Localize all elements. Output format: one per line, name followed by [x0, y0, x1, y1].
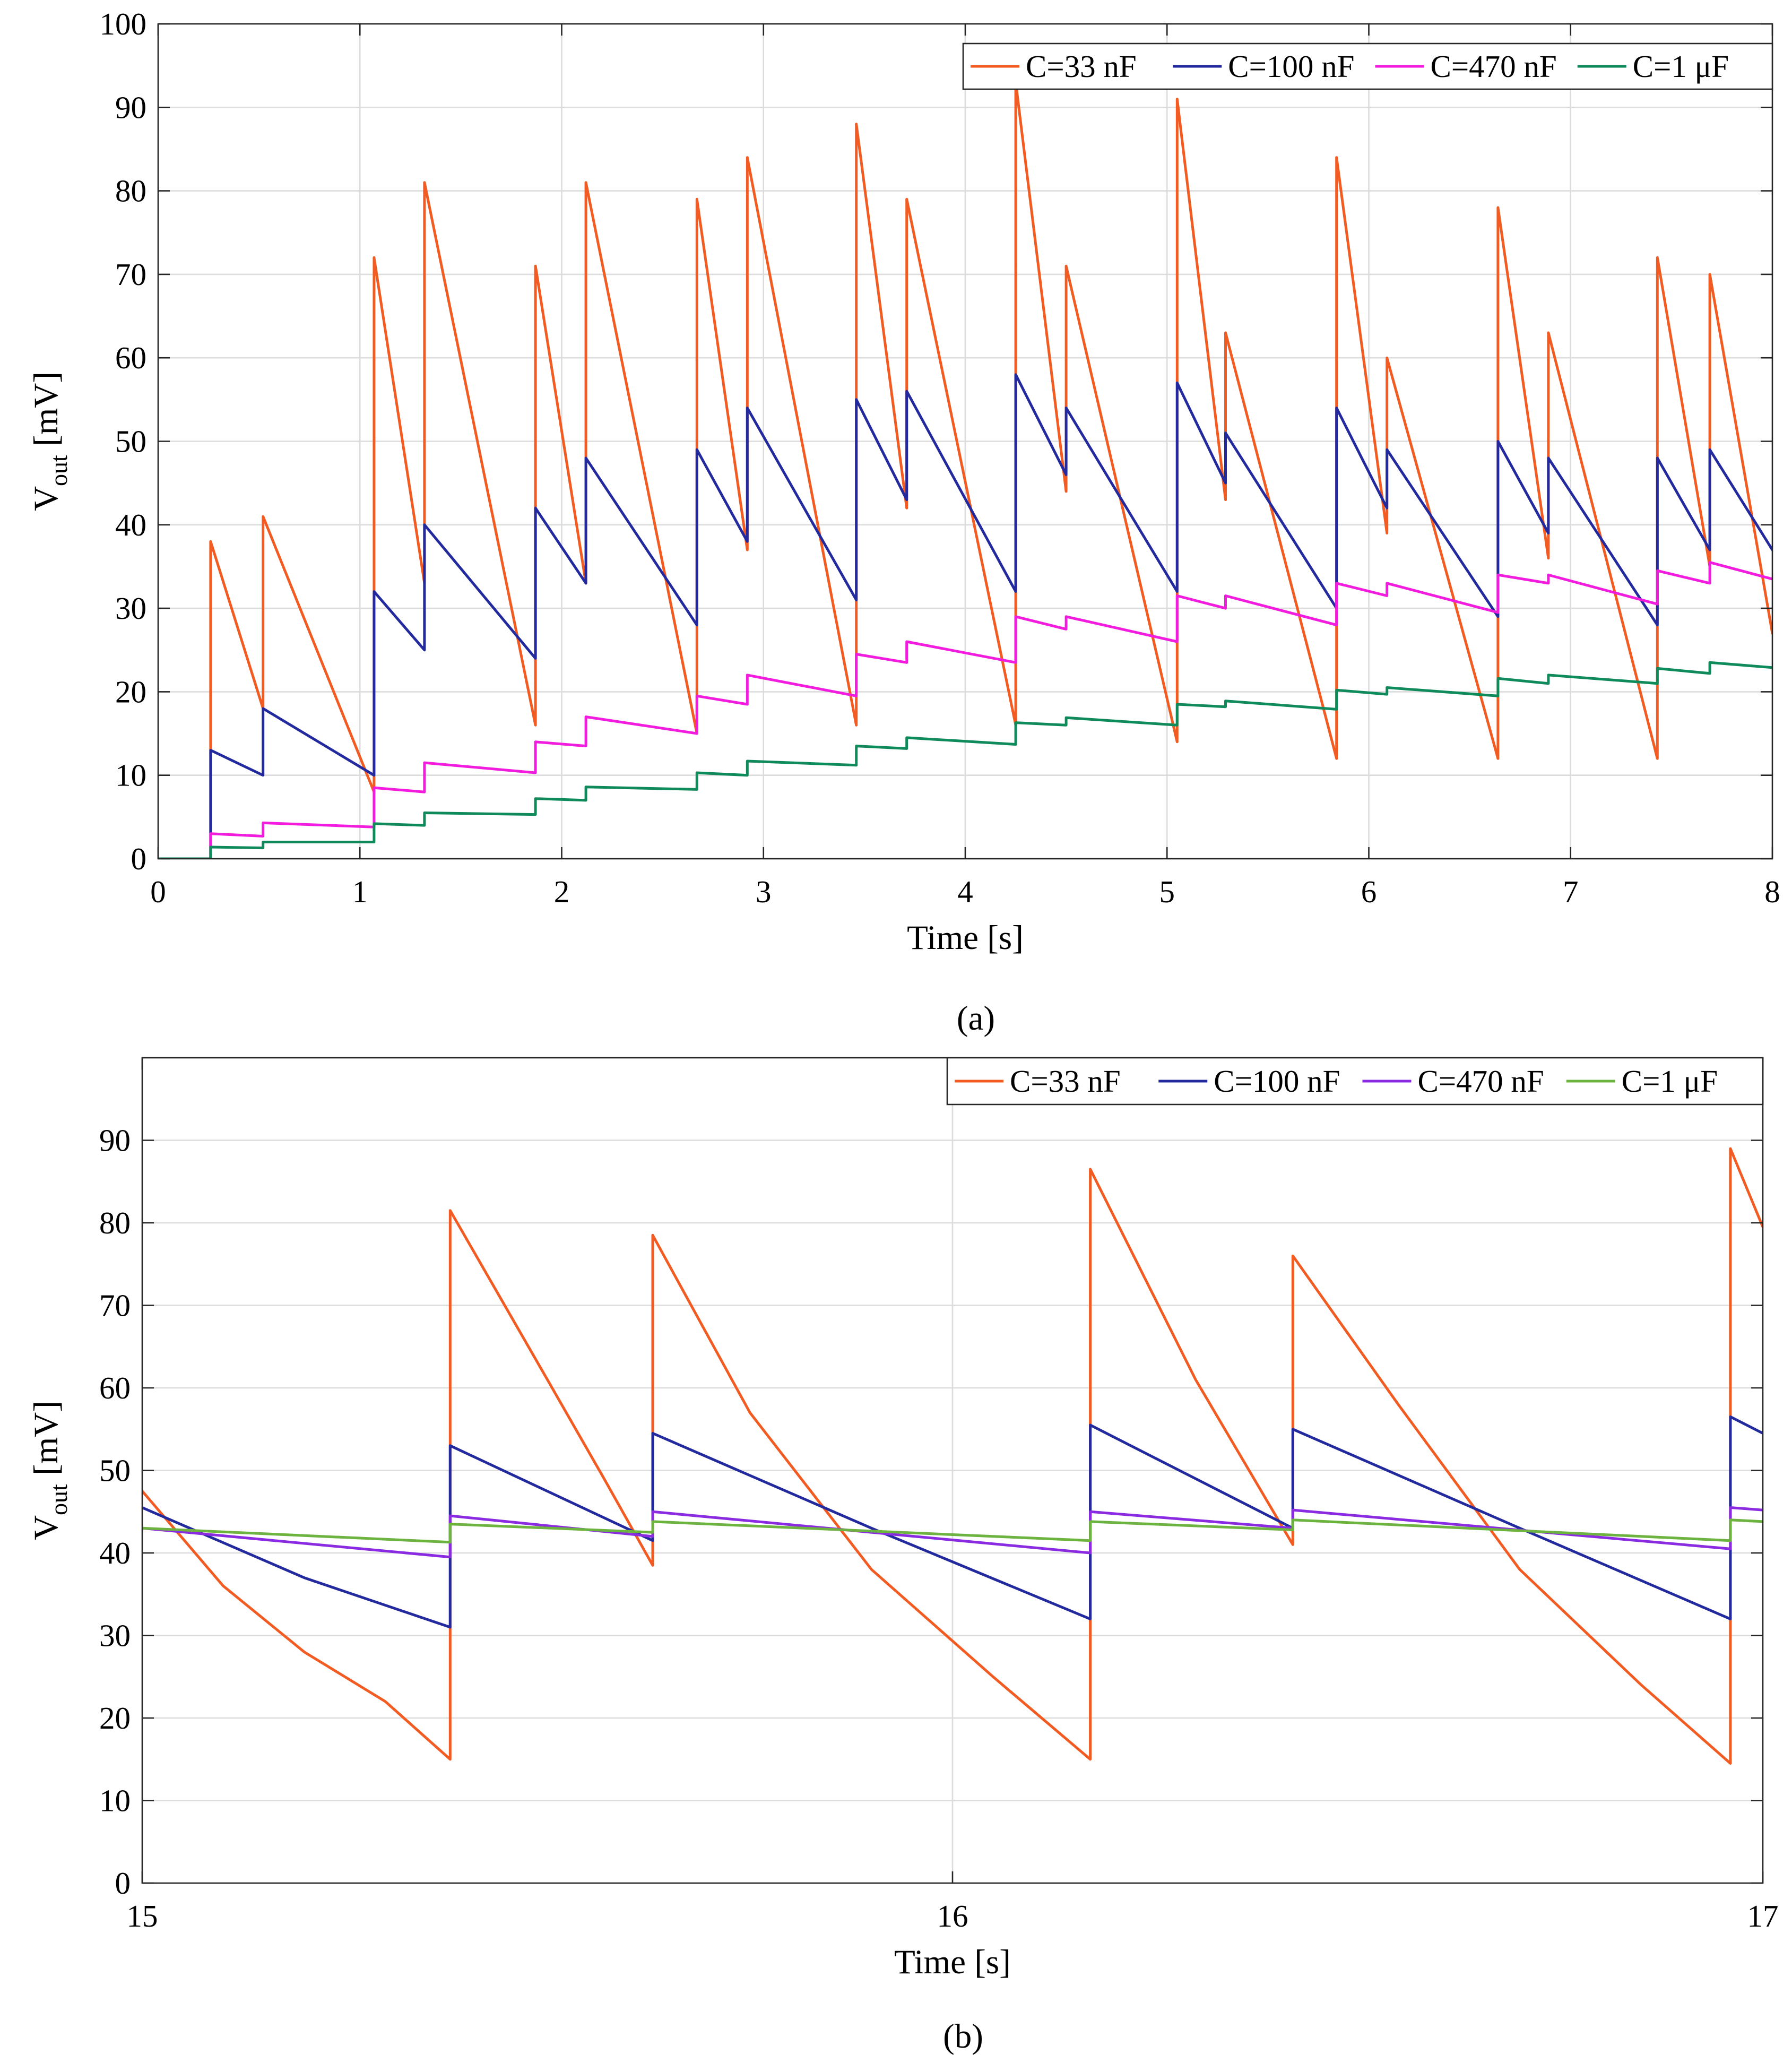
y-tick-label: 80 [115, 174, 146, 209]
y-tick-label: 30 [99, 1618, 131, 1653]
x-tick-label: 0 [150, 874, 166, 909]
legend-entry-4: C=1 μF [1633, 49, 1729, 84]
y-tick-label: 10 [99, 1783, 131, 1818]
legend-entry-4: C=1 μF [1622, 1064, 1718, 1099]
series-line-2 [158, 373, 1772, 859]
y-axis-label: Vout [mV] [27, 372, 72, 511]
series-line-4 [158, 661, 1772, 859]
series-line-1 [142, 1147, 1763, 1765]
series-line-2 [142, 1415, 1763, 1629]
x-tick-label: 16 [937, 1898, 968, 1933]
y-tick-label: 40 [99, 1535, 131, 1570]
legend-entry-2: C=100 nF [1228, 49, 1354, 84]
x-axis-label: Time [s] [894, 1943, 1011, 1981]
y-tick-label: 70 [99, 1288, 131, 1323]
y-tick-label: 10 [115, 758, 146, 793]
legend-entry-3: C=470 nF [1418, 1064, 1544, 1099]
y-axis-label-unit: [mV] [27, 372, 65, 455]
y-tick-label: 50 [115, 424, 146, 459]
legend-entry-2: C=100 nF [1214, 1064, 1340, 1099]
legend-entry-1: C=33 nF [1026, 49, 1137, 84]
y-tick-label: 50 [99, 1453, 131, 1488]
y-tick-label: 80 [99, 1205, 131, 1240]
y-tick-label: 70 [115, 257, 146, 292]
y-tick-label: 20 [99, 1701, 131, 1736]
legend-entry-3: C=470 nF [1431, 49, 1557, 84]
series-line-4 [142, 1518, 1763, 1544]
x-axis-label: Time [s] [907, 919, 1024, 957]
series-line-3 [158, 561, 1772, 859]
legend-box [946, 1057, 1764, 1106]
series-group [158, 81, 1772, 859]
y-tick-label: 20 [115, 674, 146, 709]
x-tick-label: 7 [1563, 874, 1579, 909]
x-tick-label: 17 [1747, 1898, 1779, 1933]
legend-box [962, 42, 1773, 90]
y-tick-label: 0 [115, 1866, 131, 1901]
y-tick-label: 100 [100, 6, 147, 41]
y-tick-label: 90 [115, 90, 146, 125]
y-tick-label: 40 [115, 507, 146, 542]
x-tick-label: 2 [554, 874, 570, 909]
y-tick-label: 0 [131, 841, 147, 876]
y-tick-label: 60 [115, 340, 146, 375]
x-tick-label: 4 [957, 874, 973, 909]
y-tick-label: 90 [99, 1123, 131, 1158]
series-group [142, 1147, 1763, 1765]
y-tick-label: 60 [99, 1370, 131, 1405]
panel-label: (b) [943, 2017, 983, 2056]
x-tick-label: 6 [1361, 874, 1377, 909]
y-axis-label-unit: [mV] [27, 1401, 65, 1484]
panel-b-chart: 15 16 17 0 10 20 30 40 50 60 70 80 90 Time [s] Vout [m… [27, 1057, 1779, 2056]
x-tick-label: 3 [756, 874, 772, 909]
series-line-1 [158, 81, 1772, 859]
y-axis-label-sub: out [45, 1484, 72, 1515]
x-tick-label: 15 [127, 1898, 158, 1933]
x-tick-label: 8 [1764, 874, 1780, 909]
y-axis-label: Vout [mV] [27, 1401, 72, 1540]
y-axis-label-main: V [27, 486, 65, 511]
legend-entry-1: C=33 nF [1010, 1064, 1121, 1099]
panel-label: (a) [957, 999, 995, 1038]
x-tick-label: 5 [1159, 874, 1175, 909]
y-axis-label-sub: out [45, 455, 72, 486]
y-axis-label-main: V [27, 1515, 65, 1540]
y-tick-label: 30 [115, 591, 146, 626]
x-tick-label: 1 [352, 874, 368, 909]
